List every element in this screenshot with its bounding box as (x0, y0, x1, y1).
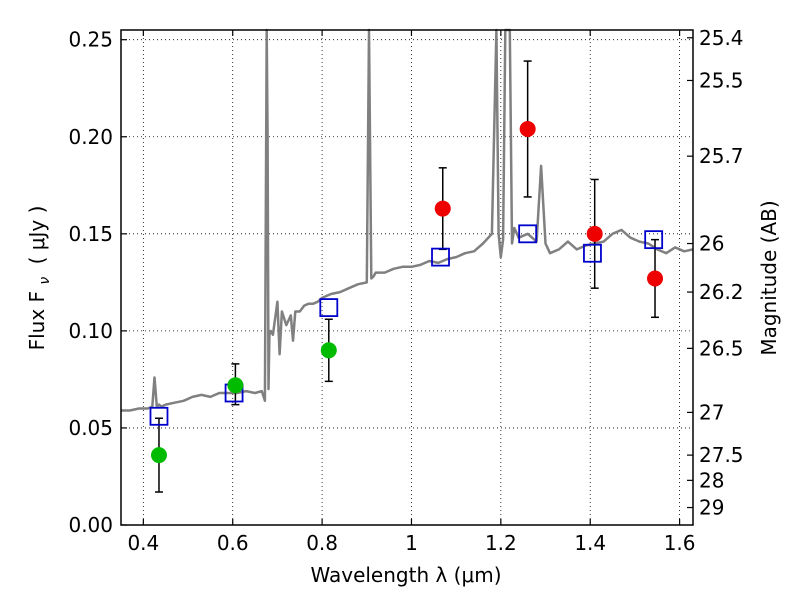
x-tick-label: 0.4 (127, 531, 159, 555)
y-axis-ticks: 0.00 0.05 0.10 0.15 0.20 0.25 (68, 28, 127, 537)
y-tick-label: 0.05 (68, 416, 113, 440)
y2-axis-ticks: 25.4 25.5 25.7 26 26.2 26.5 27 27.528 29 (687, 26, 744, 520)
model-box-7 (644, 230, 664, 250)
model-box-3 (319, 298, 339, 317)
y-tick-label: 0.25 (68, 28, 113, 52)
model-box-4 (431, 247, 450, 267)
y2-axis-label: Magnitude (AB) (757, 200, 781, 355)
model-box-5 (518, 224, 538, 244)
data-point-7 (647, 270, 664, 287)
spectrum-line (121, 28, 694, 412)
y2-tick-label: 26.5 (699, 336, 744, 360)
x-axis-ticks: 0.4 0.6 0.8 1 1.2 1.4 1.6 (127, 30, 696, 555)
observed-points (150, 121, 664, 464)
y-axis-label-subscript: ν (37, 277, 53, 285)
y-axis-label-main: Flux F (25, 291, 49, 350)
data-point-2 (227, 377, 244, 394)
y2-tick-label: 26 (699, 232, 724, 256)
y2-tick-label: 29 (699, 496, 724, 520)
y-tick-label: 0.15 (68, 222, 113, 246)
y2-tick-label: 25.4 (699, 26, 744, 50)
model-box-1 (149, 406, 169, 426)
error-bars (154, 60, 660, 493)
y2-tick-label: 27 (699, 400, 724, 424)
y2-tick-label: 27.5 (699, 443, 744, 467)
data-point-3 (320, 342, 337, 359)
data-point-6 (586, 225, 603, 242)
y-tick-label: 0.20 (68, 125, 113, 149)
y-axis-label-unit: ( μJy ) (25, 206, 49, 265)
plot-frame (120, 29, 694, 526)
y-tick-label: 0.00 (68, 513, 113, 537)
y-axis-label: Flux F ν ( μJy ) (25, 206, 54, 351)
x-tick-label: 1.2 (485, 531, 517, 555)
data-point-4 (434, 200, 451, 217)
x-axis-label: Wavelength λ (μm) (310, 563, 501, 587)
x-tick-label: 1.4 (574, 531, 606, 555)
grid (121, 30, 693, 526)
y2-tick-label: 25.5 (699, 68, 744, 92)
x-tick-label: 0.6 (217, 531, 249, 555)
data-point-1 (150, 447, 167, 464)
data-point-5 (519, 121, 536, 137)
x-tick-label: 1 (405, 531, 418, 555)
y2-tick-label: 28 (699, 468, 724, 492)
x-tick-label: 1.6 (664, 531, 696, 555)
model-photometry-boxes (149, 224, 664, 426)
x-tick-label: 0.8 (306, 531, 338, 555)
y2-tick-label: 26.2 (699, 280, 744, 304)
model-spectrum (121, 28, 694, 412)
y2-tick-label: 25.7 (699, 144, 744, 168)
model-box-6 (583, 243, 602, 263)
y-tick-label: 0.10 (68, 319, 113, 343)
